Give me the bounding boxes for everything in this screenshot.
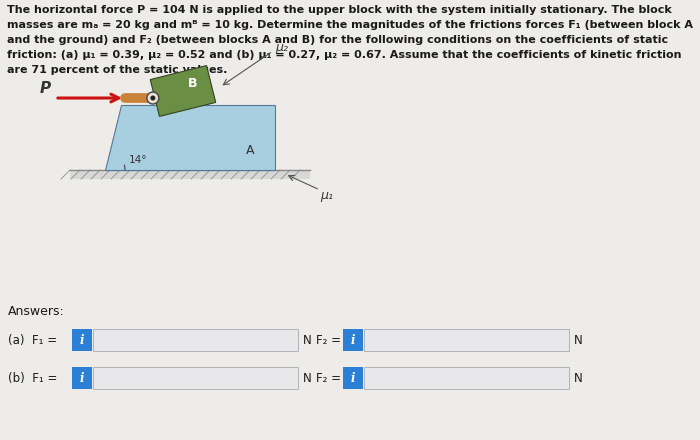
Polygon shape bbox=[105, 105, 275, 170]
Text: N: N bbox=[303, 334, 312, 347]
Circle shape bbox=[147, 92, 159, 104]
Text: (b)  F₁ =: (b) F₁ = bbox=[8, 371, 57, 385]
Bar bbox=[72, 329, 92, 351]
Text: friction: (a) μ₁ = 0.39, μ₂ = 0.52 and (b) μ₁ = 0.27, μ₂ = 0.67. Assume that the: friction: (a) μ₁ = 0.39, μ₂ = 0.52 and (… bbox=[7, 50, 682, 60]
Text: are 71 percent of the static values.: are 71 percent of the static values. bbox=[7, 65, 228, 75]
Bar bbox=[343, 367, 363, 389]
Text: Answers:: Answers: bbox=[8, 305, 64, 318]
Bar bbox=[364, 329, 569, 351]
Text: N: N bbox=[574, 334, 582, 347]
Bar bbox=[72, 367, 92, 389]
Text: μ₂: μ₂ bbox=[275, 40, 288, 54]
Text: and the ground) and F₂ (between blocks A and B) for the following conditions on : and the ground) and F₂ (between blocks A… bbox=[7, 35, 668, 45]
Text: N: N bbox=[574, 371, 582, 385]
Text: μ₁: μ₁ bbox=[320, 188, 333, 202]
Text: F₂ =: F₂ = bbox=[316, 334, 341, 347]
Circle shape bbox=[150, 95, 155, 100]
Text: masses are mₐ = 20 kg and mᴮ = 10 kg. Determine the magnitudes of the frictions : masses are mₐ = 20 kg and mᴮ = 10 kg. De… bbox=[7, 20, 693, 30]
Text: N: N bbox=[303, 371, 312, 385]
Bar bbox=[343, 329, 363, 351]
Text: The horizontal force P = 104 N is applied to the upper block with the system ini: The horizontal force P = 104 N is applie… bbox=[7, 5, 672, 15]
Text: F₂ =: F₂ = bbox=[316, 371, 341, 385]
Text: i: i bbox=[80, 371, 84, 385]
Bar bbox=[364, 367, 569, 389]
Text: i: i bbox=[351, 371, 355, 385]
Text: A: A bbox=[246, 143, 254, 157]
Bar bbox=[93, 367, 298, 389]
Polygon shape bbox=[150, 66, 216, 117]
Text: i: i bbox=[80, 334, 84, 347]
Text: 14°: 14° bbox=[129, 155, 148, 165]
Text: (a)  F₁ =: (a) F₁ = bbox=[8, 334, 57, 347]
Text: i: i bbox=[351, 334, 355, 347]
Bar bbox=[70, 170, 310, 179]
Text: P: P bbox=[40, 81, 51, 96]
Text: B: B bbox=[188, 77, 197, 89]
Bar bbox=[93, 329, 298, 351]
